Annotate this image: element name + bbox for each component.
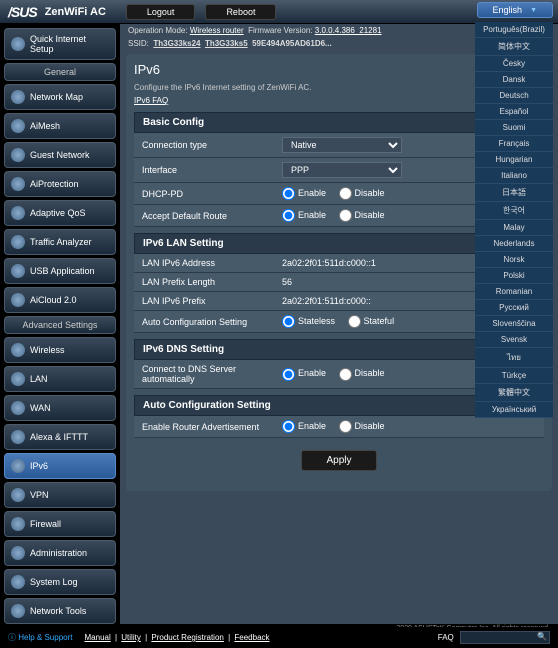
registration-link[interactable]: Product Registration	[151, 633, 223, 642]
brand-logo: /SUS	[0, 4, 45, 20]
language-option[interactable]: Français	[475, 136, 553, 152]
mode-link[interactable]: Wireless router	[190, 26, 244, 35]
sidebar-item-firewall[interactable]: Firewall	[4, 511, 116, 537]
firmware-link[interactable]: 3.0.0.4.386_21281	[315, 26, 382, 35]
footer-links: Manual | Utility | Product Registration …	[83, 633, 272, 642]
language-option[interactable]: 日本語	[475, 184, 553, 202]
sidebar-item-wan[interactable]: WAN	[4, 395, 116, 421]
language-option[interactable]: Suomi	[475, 120, 553, 136]
language-dropdown: Português(Brazil)简体中文ČeskyDanskDeutschEs…	[475, 22, 553, 418]
adv-disable-radio[interactable]: Disable	[339, 421, 385, 431]
utility-link[interactable]: Utility	[121, 633, 141, 642]
product-name: ZenWiFi AC	[45, 6, 106, 18]
language-option[interactable]: Česky	[475, 56, 553, 72]
language-option[interactable]: Italiano	[475, 168, 553, 184]
faq-search-input[interactable]	[460, 631, 550, 644]
adv-enable-radio[interactable]: Enable	[282, 421, 326, 431]
sidebar-item-guest-network[interactable]: Guest Network	[4, 142, 116, 168]
ipv6-faq-link[interactable]: IPv6 FAQ	[134, 96, 168, 105]
sidebar-item-traffic-analyzer[interactable]: Traffic Analyzer	[4, 229, 116, 255]
feedback-link[interactable]: Feedback	[234, 633, 269, 642]
language-option[interactable]: Український	[475, 402, 553, 418]
sidebar-item-adaptive-qos[interactable]: Adaptive QoS	[4, 200, 116, 226]
sidebar-item-system-log[interactable]: System Log	[4, 569, 116, 595]
help-support-link[interactable]: ⓘ Help & Support	[8, 632, 73, 643]
interface-select[interactable]: PPP	[282, 162, 402, 178]
connection-type-select[interactable]: Native	[282, 137, 402, 153]
sidebar-item-lan[interactable]: LAN	[4, 366, 116, 392]
language-option[interactable]: Slovenščina	[475, 316, 553, 332]
sidebar-item-vpn[interactable]: VPN	[4, 482, 116, 508]
sidebar-item-aimesh[interactable]: AiMesh	[4, 113, 116, 139]
setup-icon	[11, 37, 25, 51]
router-adv-row: Enable Router Advertisement Enable Disab…	[134, 416, 544, 438]
language-option[interactable]: ไทย	[475, 348, 553, 368]
language-option[interactable]: Türkçe	[475, 368, 553, 384]
dns-enable-radio[interactable]: Enable	[282, 368, 326, 378]
sidebar-item-wireless[interactable]: Wireless	[4, 337, 116, 363]
language-option[interactable]: 简体中文	[475, 38, 553, 56]
sidebar-item-aicloud-2-0[interactable]: AiCloud 2.0	[4, 287, 116, 313]
language-option[interactable]: Hungarian	[475, 152, 553, 168]
apply-button[interactable]: Apply	[301, 450, 376, 471]
language-selector[interactable]: English	[477, 2, 553, 18]
stateful-radio[interactable]: Stateful	[348, 316, 395, 326]
language-option[interactable]: Romanian	[475, 284, 553, 300]
sidebar-advanced-header: Advanced Settings	[4, 316, 116, 334]
top-bar: /SUS ZenWiFi AC Logout Reboot	[0, 0, 558, 24]
reboot-button[interactable]: Reboot	[205, 4, 276, 20]
logout-button[interactable]: Logout	[126, 4, 196, 20]
language-option[interactable]: Deutsch	[475, 88, 553, 104]
language-option[interactable]: Español	[475, 104, 553, 120]
sidebar-item-network-tools[interactable]: Network Tools	[4, 598, 116, 624]
language-option[interactable]: Dansk	[475, 72, 553, 88]
language-option[interactable]: 한국어	[475, 202, 553, 220]
language-option[interactable]: 繁體中文	[475, 384, 553, 402]
language-option[interactable]: Русский	[475, 300, 553, 316]
language-option[interactable]: Português(Brazil)	[475, 22, 553, 38]
sidebar: Quick Internet Setup General Network Map…	[0, 24, 120, 624]
sidebar-item-ipv6[interactable]: IPv6	[4, 453, 116, 479]
sidebar-item-usb-application[interactable]: USB Application	[4, 258, 116, 284]
language-option[interactable]: Malay	[475, 220, 553, 236]
sidebar-item-network-map[interactable]: Network Map	[4, 84, 116, 110]
sidebar-general-header: General	[4, 63, 116, 81]
route-enable-radio[interactable]: Enable	[282, 210, 326, 220]
sidebar-item-alexa-ifttt[interactable]: Alexa & IFTTT	[4, 424, 116, 450]
stateless-radio[interactable]: Stateless	[282, 316, 335, 326]
sidebar-item-administration[interactable]: Administration	[4, 540, 116, 566]
dhcp-disable-radio[interactable]: Disable	[339, 188, 385, 198]
dns-disable-radio[interactable]: Disable	[339, 368, 385, 378]
language-option[interactable]: Svensk	[475, 332, 553, 348]
manual-link[interactable]: Manual	[85, 633, 111, 642]
route-disable-radio[interactable]: Disable	[339, 210, 385, 220]
language-option[interactable]: Nederlands	[475, 236, 553, 252]
language-option[interactable]: Norsk	[475, 252, 553, 268]
language-option[interactable]: Polski	[475, 268, 553, 284]
footer-bar: ⓘ Help & Support Manual | Utility | Prod…	[0, 627, 558, 648]
faq-search: FAQ	[438, 631, 550, 644]
dhcp-enable-radio[interactable]: Enable	[282, 188, 326, 198]
sidebar-item-aiprotection[interactable]: AiProtection	[4, 171, 116, 197]
sidebar-quick-setup[interactable]: Quick Internet Setup	[4, 28, 116, 60]
